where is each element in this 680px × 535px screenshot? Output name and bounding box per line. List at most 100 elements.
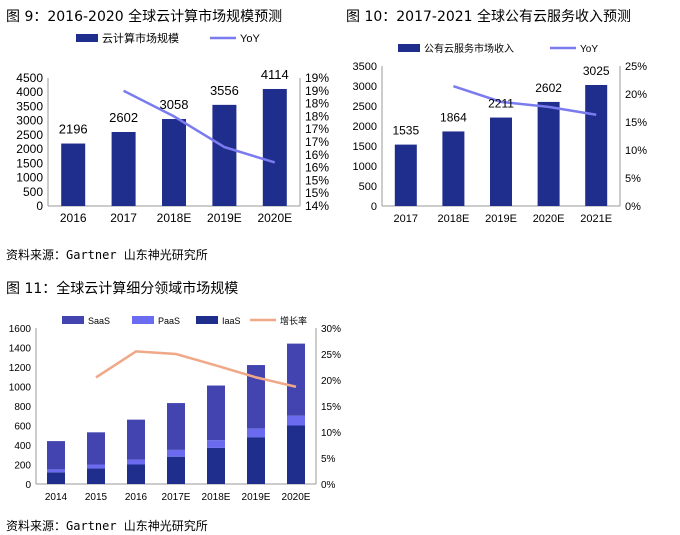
x-tick-label: 2016: [60, 211, 87, 225]
y-tick-label: 3000: [16, 114, 43, 128]
legend-label: 云计算市场规模: [102, 31, 179, 45]
bar: [61, 143, 86, 206]
legend-swatch: [62, 316, 84, 324]
y-tick-label: 4000: [16, 85, 43, 99]
x-tick-label: 2019E: [207, 211, 242, 225]
data-label: 2602: [109, 110, 138, 125]
y-tick-label: 600: [14, 422, 31, 433]
legend-swatch: [398, 44, 420, 52]
y-tick-label: 2000: [353, 121, 377, 133]
y-tick-label: 3500: [353, 61, 377, 73]
y2-tick-label: 15%: [305, 186, 329, 200]
x-tick-label: 2018E: [157, 211, 192, 225]
y-tick-label: 1000: [16, 171, 43, 185]
y-tick-label: 4500: [16, 71, 43, 85]
x-tick-label: 2020E: [282, 492, 311, 503]
bar-iaas: [87, 468, 105, 484]
bar-saas: [287, 343, 305, 416]
bar-saas: [247, 365, 265, 429]
bar-saas: [87, 432, 105, 465]
y2-tick-label: 15%: [321, 402, 341, 413]
x-tick-label: 2018E: [437, 213, 469, 225]
figure-9-title: 图 9：2016-2020 全球云计算市场规模预测: [6, 9, 283, 25]
figures-9-10-source: 资料来源：Gartner 山东神光研究所: [6, 248, 208, 262]
bar-saas: [207, 385, 225, 441]
y-tick-label: 1200: [9, 363, 32, 374]
bar-iaas: [287, 425, 305, 484]
chart-figure-11: 0 200 400 600 800 1000 1200 1400 1600 0% 5% 10% 15% 2…: [9, 315, 341, 503]
bar-iaas: [247, 437, 265, 484]
y2-tick-label: 10%: [625, 145, 647, 157]
y-tick-label: 500: [23, 185, 43, 199]
x-tick-label: 2019E: [485, 213, 517, 225]
y-tick-label: 2000: [16, 142, 43, 156]
bar: [442, 131, 465, 206]
data-label: 4114: [261, 67, 289, 82]
y2-tick-label: 14%: [305, 199, 329, 213]
y2-tick-label: 30%: [321, 324, 341, 335]
figure-10-title: 图 10：2017-2021 全球公有云服务收入预测: [346, 9, 632, 25]
y2-tick-label: 17%: [305, 122, 329, 136]
bar: [585, 85, 608, 206]
y2-tick-label: 19%: [305, 84, 329, 98]
x-tick-label: 2014: [45, 492, 68, 503]
x-tick-label: 2016: [125, 492, 148, 503]
bar-paas: [167, 449, 185, 457]
data-label: 3058: [160, 97, 189, 112]
bar: [162, 119, 186, 206]
figure-11-source: 资料来源：Gartner 山东神光研究所: [6, 519, 208, 533]
x-tick-label: 2020E: [533, 213, 565, 225]
y-tick-label: 1500: [353, 141, 377, 153]
y2-tick-label: 15%: [625, 117, 647, 129]
y2-tick-label: 25%: [625, 61, 647, 73]
bar: [212, 104, 237, 206]
legend-label: YoY: [580, 44, 598, 55]
legend-label: PaaS: [158, 316, 180, 326]
x-tick-label: 2017: [110, 211, 137, 225]
legend-swatch: [132, 316, 154, 324]
y-tick-label: 3500: [16, 99, 43, 113]
y-tick-label: 1000: [9, 383, 32, 394]
y-tick-label: 1000: [353, 161, 377, 173]
y2-tick-label: 5%: [625, 173, 641, 185]
y-tick-label: 800: [14, 402, 31, 413]
y2-tick-label: 18%: [305, 109, 329, 123]
legend-swatch: [196, 316, 218, 324]
bar: [537, 101, 560, 206]
data-label: 3025: [583, 64, 610, 78]
bar-paas: [87, 464, 105, 469]
data-label: 1864: [440, 110, 467, 124]
bar: [111, 131, 136, 206]
data-label: 2196: [59, 122, 88, 137]
bar-paas: [127, 459, 145, 465]
y2-tick-label: 17%: [305, 135, 329, 149]
line-series: [95, 350, 297, 388]
bar-saas: [47, 441, 65, 470]
bar-iaas: [47, 472, 65, 484]
y-tick-label: 0: [371, 201, 377, 213]
y-tick-label: 3000: [353, 81, 377, 93]
x-tick-label: 2017E: [162, 492, 191, 503]
y-tick-label: 500: [359, 181, 377, 193]
y-tick-label: 1500: [16, 156, 43, 170]
y2-tick-label: 10%: [321, 428, 341, 439]
bar-saas: [127, 419, 145, 460]
bar-paas: [47, 469, 65, 473]
y2-tick-label: 25%: [321, 350, 341, 361]
bar-saas: [167, 403, 185, 450]
bar: [394, 144, 417, 206]
chart-figure-9: 05001000150020002500300035004000450014%1…: [16, 31, 329, 225]
x-tick-label: 2021E: [580, 213, 612, 225]
bar-iaas: [167, 456, 185, 484]
bar: [490, 117, 512, 206]
chart-figure-10: 0 500 1000 1500 2000 2500 3000 3500 0% 5% 10% 15% 20…: [353, 42, 648, 225]
y2-tick-label: 18%: [305, 97, 329, 111]
bar-iaas: [127, 464, 145, 484]
y-tick-label: 2500: [353, 101, 377, 113]
y2-tick-label: 0%: [625, 201, 641, 213]
y2-tick-label: 16%: [305, 161, 329, 175]
figure-11-title: 图 11：全球云计算细分领域市场规模: [6, 281, 239, 297]
legend-label: YoY: [240, 33, 260, 45]
y2-tick-label: 15%: [305, 173, 329, 187]
y-tick-label: 0: [36, 199, 43, 213]
